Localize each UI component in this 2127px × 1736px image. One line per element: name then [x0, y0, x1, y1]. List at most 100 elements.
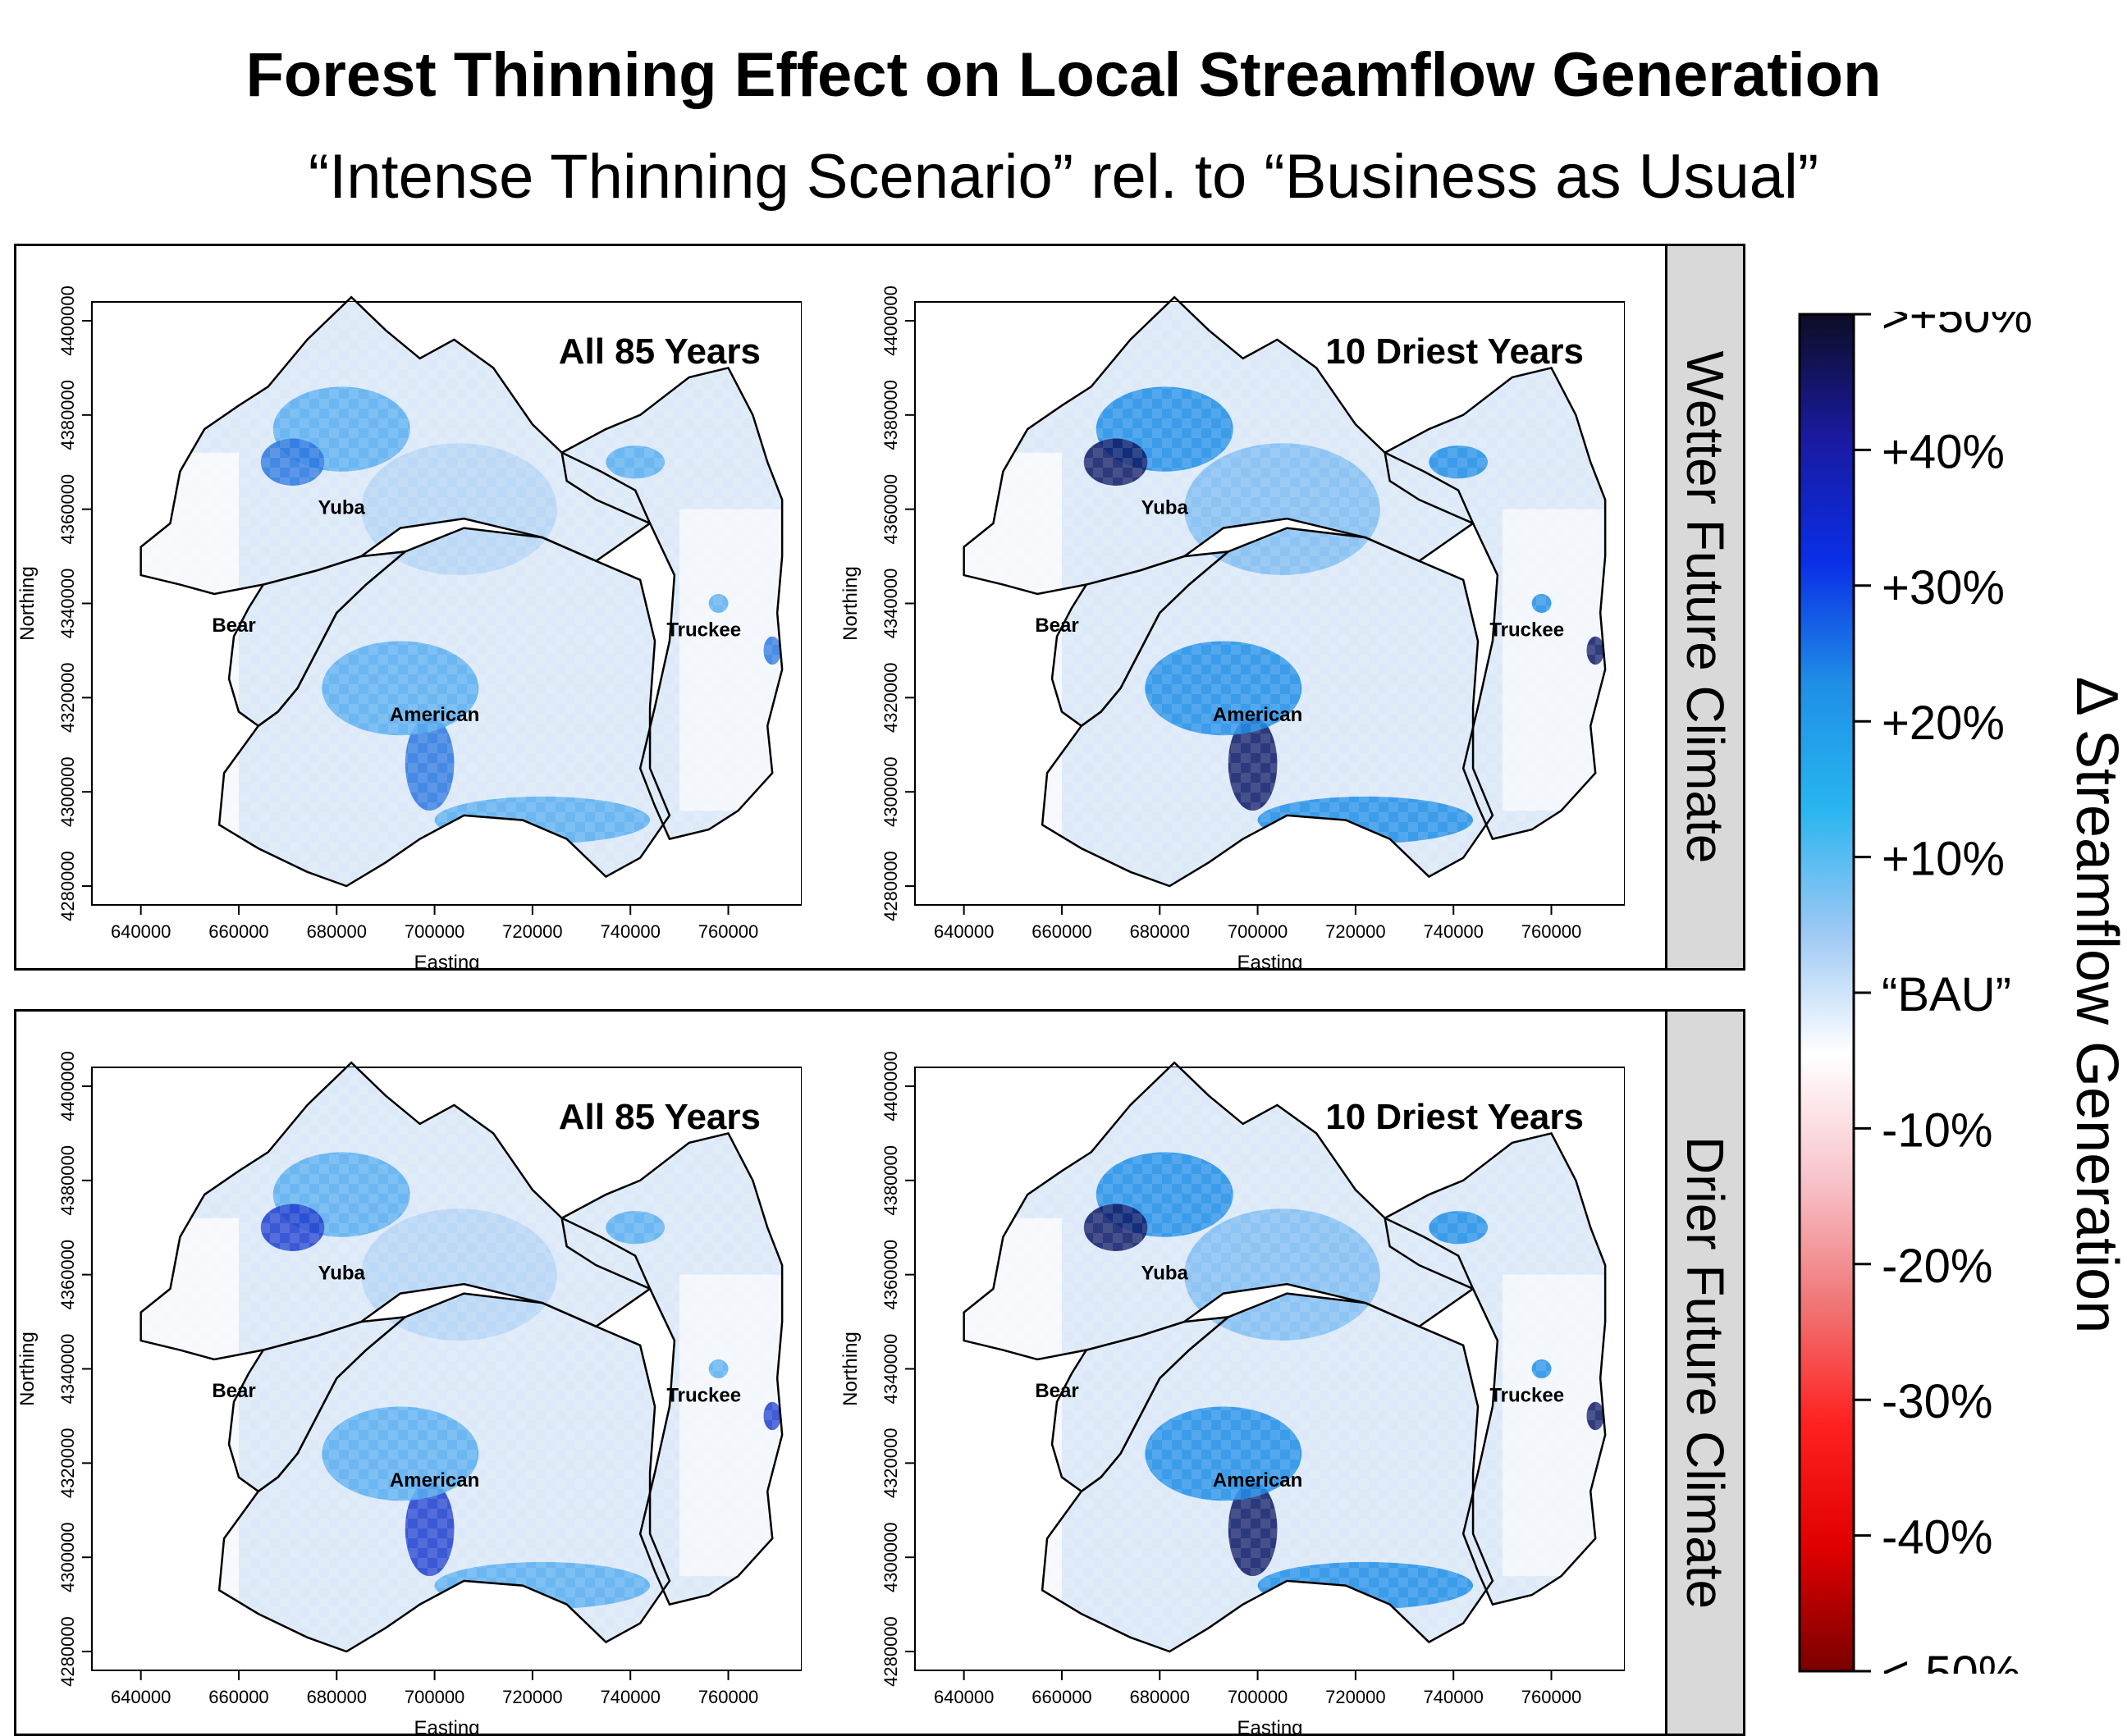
colorbar — [1798, 313, 1855, 1673]
x-tick-label: 740000 — [1423, 921, 1483, 942]
map-panel: Yuba Bear American Truckee All 85 Years 64000… — [16, 1051, 802, 1734]
y-axis-label: Northing — [839, 1332, 862, 1406]
y-tick-label: 4360000 — [57, 474, 78, 545]
colorbar-tick-label: -20% — [1882, 1240, 1992, 1293]
x-tick-label: 720000 — [502, 921, 562, 942]
y-tick-label: 4380000 — [881, 380, 901, 450]
y-tick-label: 4280000 — [881, 1616, 901, 1687]
x-tick-label: 760000 — [1521, 921, 1581, 942]
y-tick-label: 4380000 — [57, 1145, 78, 1216]
region-label: American — [1213, 704, 1302, 726]
x-tick-label: 660000 — [1031, 921, 1091, 942]
region-label: Yuba — [318, 1262, 366, 1284]
y-tick-label: 4300000 — [57, 1522, 78, 1592]
colorbar-tick-label: >+50% — [1882, 312, 2033, 343]
panel-title: 10 Driest Years — [1325, 331, 1584, 372]
map-panel: Yuba Bear American Truckee 10 Driest Years 64… — [839, 1051, 1625, 1734]
legend-title: Δ Streamflow Generation — [2064, 676, 2127, 1334]
y-tick-label: 4340000 — [57, 1334, 78, 1405]
region-label: Bear — [212, 614, 255, 637]
region-label: Yuba — [1141, 1262, 1189, 1284]
panel-title: All 85 Years — [559, 1097, 761, 1137]
figure-title: Forest Thinning Effect on Local Streamfl… — [245, 40, 1882, 110]
x-axis-label: Easting — [414, 1717, 479, 1734]
x-tick-label: 740000 — [1423, 1687, 1483, 1707]
colorbar-tick-label: +40% — [1882, 425, 2005, 478]
colorbar-tick-label: “BAU” — [1882, 968, 2011, 1021]
x-tick-label: 640000 — [111, 921, 171, 942]
y-axis-label: Northing — [839, 566, 862, 641]
y-tick-label: 4400000 — [881, 286, 901, 356]
y-axis-label: Northing — [16, 566, 39, 641]
y-tick-label: 4360000 — [881, 1240, 901, 1310]
x-tick-label: 740000 — [600, 1687, 660, 1707]
y-tick-label: 4380000 — [881, 1145, 901, 1216]
y-tick-label: 4400000 — [881, 1051, 901, 1122]
map-panel: Yuba Bear American Truckee 10 Driest Years 64… — [839, 286, 1625, 968]
y-tick-label: 4280000 — [57, 1616, 78, 1687]
y-tick-label: 4320000 — [57, 1428, 78, 1499]
colorbar-tick-label: -30% — [1882, 1375, 1992, 1428]
y-tick-label: 4300000 — [881, 756, 901, 827]
y-tick-label: 4320000 — [57, 663, 78, 733]
x-tick-label: 680000 — [1130, 921, 1190, 942]
y-tick-label: 4400000 — [57, 1051, 78, 1122]
x-tick-label: 720000 — [502, 1687, 562, 1707]
x-tick-label: 700000 — [1228, 1687, 1288, 1707]
x-tick-label: 660000 — [1031, 1687, 1091, 1707]
watershed-boundary-american — [1041, 1292, 1494, 1653]
panel-title: 10 Driest Years — [1325, 1097, 1584, 1137]
x-tick-label: 720000 — [1325, 1687, 1385, 1707]
colorbar-tick-label: -40% — [1882, 1511, 1992, 1565]
x-tick-label: 700000 — [405, 1687, 464, 1707]
y-tick-label: 4300000 — [57, 756, 78, 827]
x-tick-label: 640000 — [934, 921, 994, 942]
region-label: Truckee — [1489, 1385, 1564, 1407]
row-strip-wetter: Wetter Future Climate — [1665, 246, 1743, 968]
colorbar-tick-label: +10% — [1882, 833, 2005, 886]
panel-title: All 85 Years — [559, 331, 761, 372]
y-tick-label: 4320000 — [881, 663, 901, 733]
watershed-boundary-truckee — [560, 366, 784, 841]
region-label: American — [390, 1469, 479, 1492]
x-tick-label: 660000 — [208, 1687, 268, 1707]
row-label-wetter: Wetter Future Climate — [1676, 350, 1735, 864]
x-tick-label: 680000 — [307, 1687, 367, 1707]
x-tick-label: 720000 — [1325, 921, 1385, 942]
region-label: Bear — [1035, 1380, 1078, 1402]
region-label: Bear — [1035, 614, 1078, 637]
region-label: American — [1213, 1469, 1302, 1492]
colorbar-tick-label: +30% — [1882, 561, 2005, 614]
x-tick-label: 640000 — [934, 1687, 994, 1707]
x-tick-label: 740000 — [600, 921, 660, 942]
y-tick-label: 4340000 — [881, 569, 901, 639]
region-label: Truckee — [1489, 619, 1564, 642]
x-tick-label: 760000 — [1521, 1687, 1581, 1707]
watershed-boundary-american — [1041, 527, 1494, 888]
map-panel: Yuba Bear American Truckee All 85 Years 64000… — [16, 286, 802, 968]
figure-subtitle: “Intense Thinning Scenario” rel. to “Bus… — [308, 142, 1819, 212]
y-tick-label: 4360000 — [57, 1240, 78, 1310]
region-label: Yuba — [318, 496, 366, 519]
x-tick-label: 700000 — [405, 921, 464, 942]
x-axis-label: Easting — [1237, 952, 1302, 968]
y-tick-label: 4400000 — [57, 286, 78, 356]
colorbar-tick-label: -10% — [1882, 1103, 1992, 1157]
watershed-boundary-truckee — [1384, 366, 1607, 841]
y-tick-label: 4280000 — [57, 851, 78, 921]
colorbar-tick-label: <-50% — [1882, 1647, 2020, 1674]
x-axis-label: Easting — [414, 952, 479, 968]
x-tick-label: 680000 — [1130, 1687, 1190, 1707]
y-tick-label: 4320000 — [881, 1428, 901, 1499]
y-tick-label: 4300000 — [881, 1522, 901, 1592]
colorbar-legend: >+50% +40% +30% +20% +10% “BAU” -10% -20% -30% -4… — [1798, 312, 2033, 1674]
watershed-boundary-american — [217, 1292, 671, 1653]
watershed-boundary-truckee — [1384, 1131, 1607, 1606]
region-label: Truckee — [666, 619, 741, 642]
x-tick-label: 680000 — [307, 921, 367, 942]
x-axis-label: Easting — [1237, 1717, 1302, 1734]
region-label: Truckee — [666, 1385, 741, 1407]
x-tick-label: 640000 — [111, 1687, 171, 1707]
region-label: Bear — [212, 1380, 255, 1402]
y-axis-label: Northing — [16, 1332, 39, 1406]
